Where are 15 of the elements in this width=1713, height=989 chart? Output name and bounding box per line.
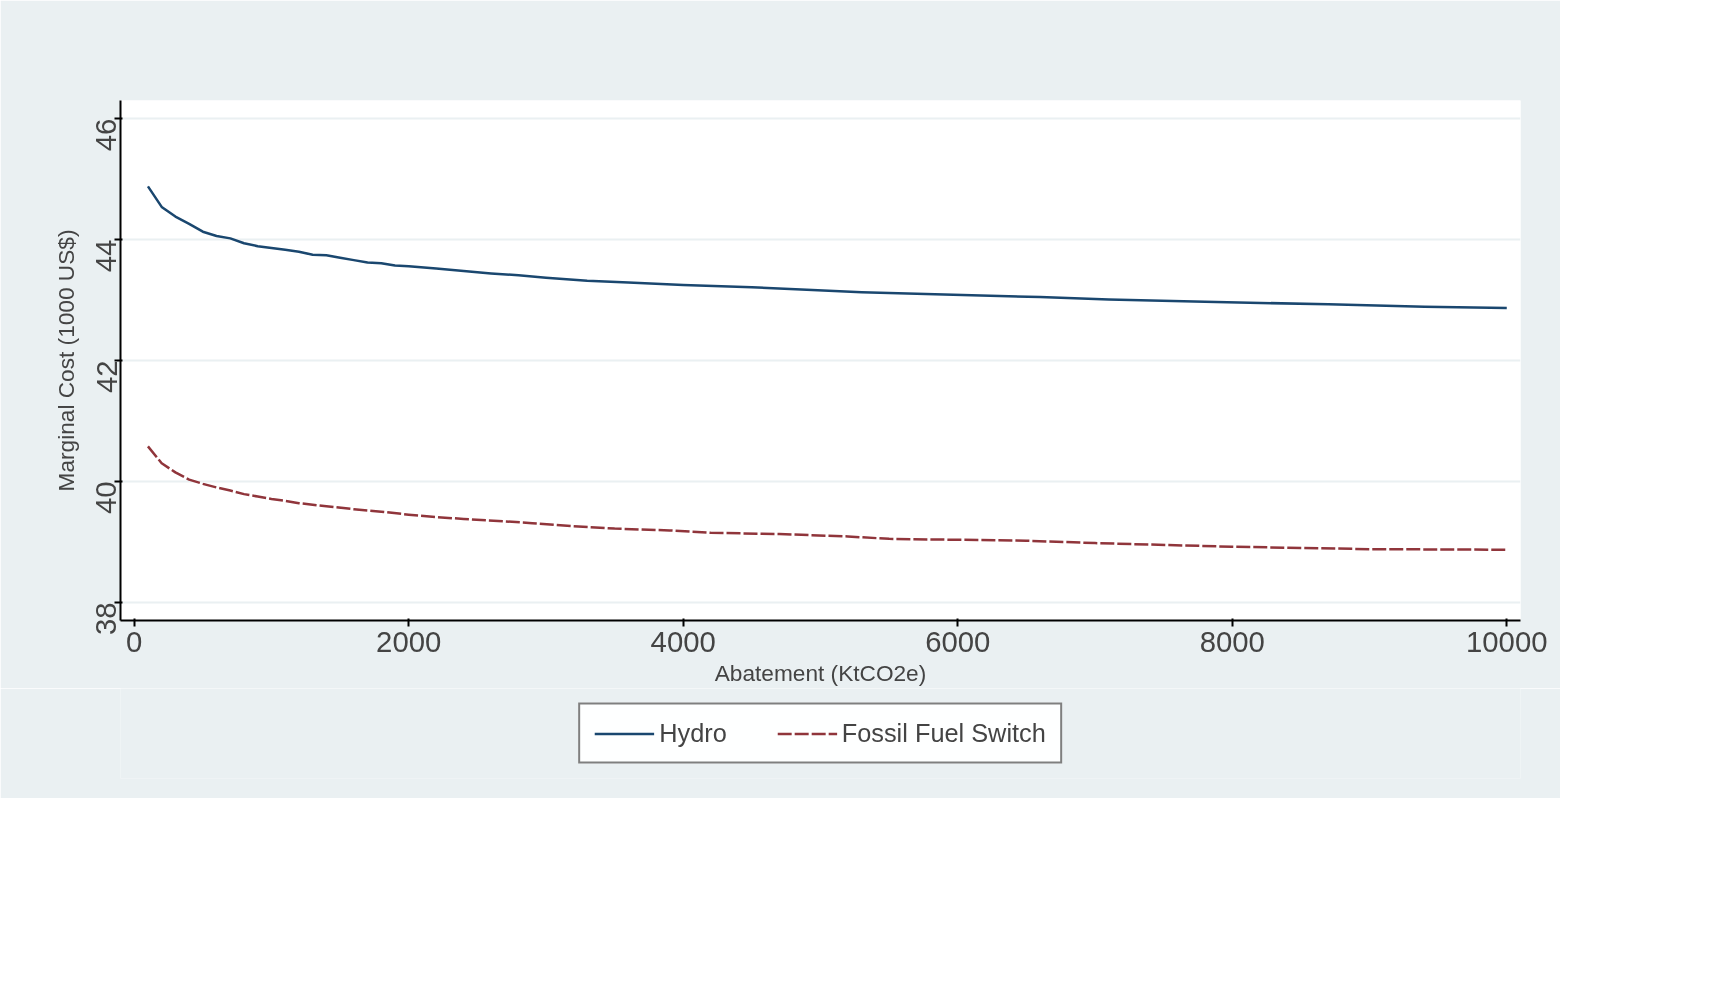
x-tick-label: 0 <box>126 624 143 658</box>
y-axis-title: Marginal Cost (1000 US$) <box>52 229 79 492</box>
y-tick-label: 40 <box>89 481 123 515</box>
legend-label: Fossil Fuel Switch <box>841 718 1046 748</box>
y-tick-label: 38 <box>89 602 123 635</box>
y-tick-label: 42 <box>89 360 123 394</box>
legend-label: Hydro <box>659 718 727 748</box>
x-tick-label: 10000 <box>1466 624 1548 658</box>
x-tick-label: 4000 <box>650 624 716 658</box>
x-tick-label: 6000 <box>925 624 991 658</box>
y-tick-label: 46 <box>89 118 123 152</box>
y-tick-label: 44 <box>89 239 123 273</box>
x-tick-label: 8000 <box>1199 624 1265 658</box>
x-axis-title: Abatement (KtCO2e) <box>714 659 927 686</box>
x-tick-label: 2000 <box>376 624 442 658</box>
